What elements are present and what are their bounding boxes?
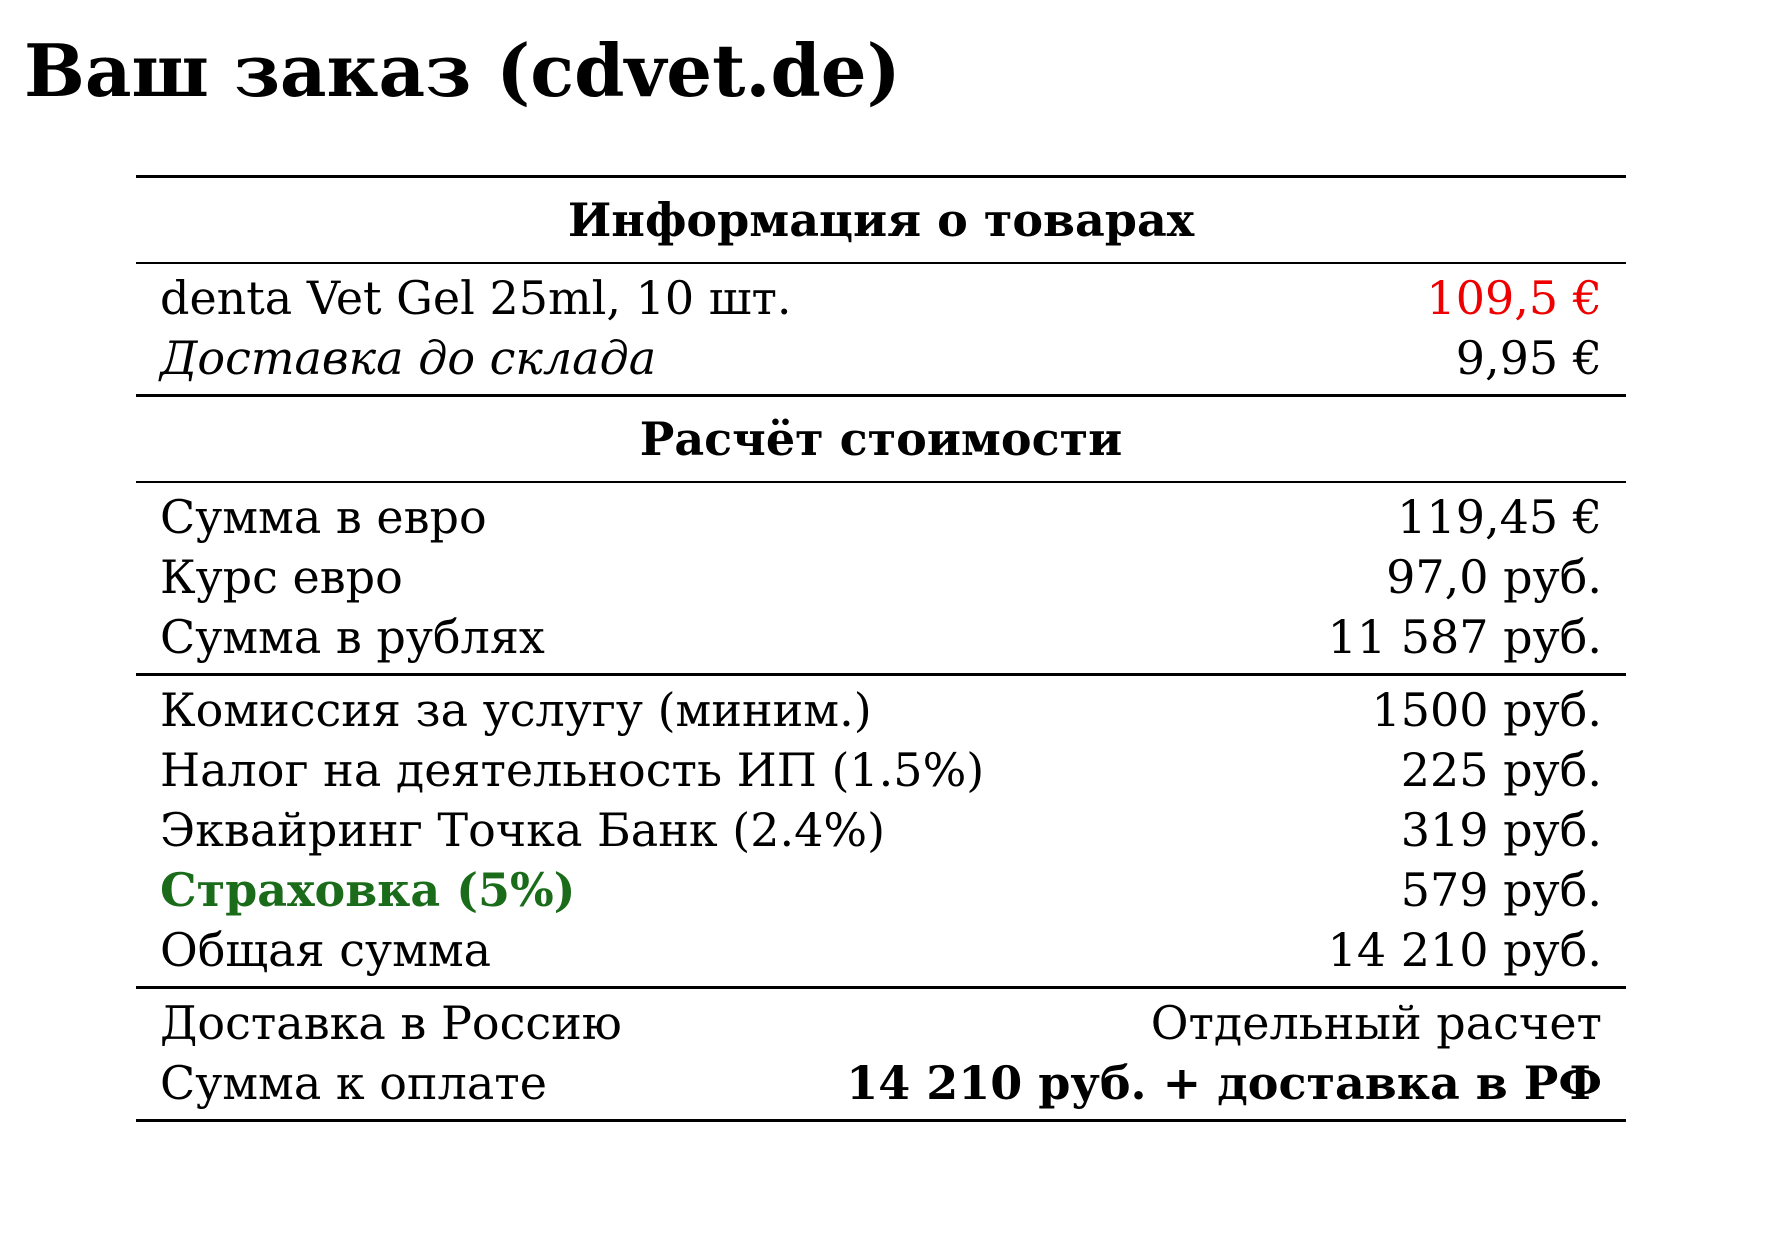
acquiring-row: Эквайринг Точка Банк (2.4%) 319 руб. xyxy=(136,800,1626,860)
section-divider xyxy=(136,262,1626,264)
sum-eur-label: Сумма в евро xyxy=(160,490,487,544)
conversion-group: Сумма в евро 119,45 € Курс евро 97,0 руб… xyxy=(136,483,1626,673)
page-title: Ваш заказ (cdvet.de) xyxy=(24,28,901,113)
payment-group: Доставка в Россию Отдельный расчет Сумма… xyxy=(136,989,1626,1119)
russia-shipping-value: Отдельный расчет xyxy=(1150,996,1602,1050)
order-summary-table: Информация о товарах denta Vet Gel 25ml,… xyxy=(136,175,1626,1122)
table-bottom-rule xyxy=(136,1119,1626,1122)
service-fee-value: 1500 руб. xyxy=(1371,683,1602,737)
insurance-row: Страховка (5%) 579 руб. xyxy=(136,860,1626,920)
amount-due-label: Сумма к оплате xyxy=(160,1056,547,1110)
total-value: 14 210 руб. xyxy=(1327,923,1602,977)
fees-group: Комиссия за услугу (миним.) 1500 руб. На… xyxy=(136,676,1626,986)
eur-rate-value: 97,0 руб. xyxy=(1386,550,1602,604)
section-divider xyxy=(136,986,1626,989)
calculation-section-header: Расчёт стоимости xyxy=(639,412,1123,466)
table-top-rule xyxy=(136,175,1626,178)
service-fee-label: Комиссия за услугу (миним.) xyxy=(160,683,872,737)
product-name: denta Vet Gel 25ml, 10 шт. xyxy=(160,271,792,325)
warehouse-shipping-value: 9,95 € xyxy=(1455,331,1602,385)
eur-rate-row: Курс евро 97,0 руб. xyxy=(136,547,1626,607)
eur-rate-label: Курс евро xyxy=(160,550,403,604)
sum-eur-value: 119,45 € xyxy=(1397,490,1602,544)
section-divider xyxy=(136,394,1626,397)
tax-label: Налог на деятельность ИП (1.5%) xyxy=(160,743,985,797)
product-row: denta Vet Gel 25ml, 10 шт. 109,5 € xyxy=(136,268,1626,328)
products-section-header: Информация о товарах xyxy=(567,193,1195,247)
total-label: Общая сумма xyxy=(160,923,492,977)
sum-rub-value: 11 587 руб. xyxy=(1327,610,1602,664)
section-divider xyxy=(136,481,1626,483)
insurance-label: Страховка (5%) xyxy=(160,863,576,917)
section-divider xyxy=(136,673,1626,676)
amount-due-value: 14 210 руб. + доставка в РФ xyxy=(846,1056,1602,1110)
amount-due-row: Сумма к оплате 14 210 руб. + доставка в … xyxy=(136,1053,1626,1113)
insurance-value: 579 руб. xyxy=(1400,863,1602,917)
tax-row: Налог на деятельность ИП (1.5%) 225 руб. xyxy=(136,740,1626,800)
product-price: 109,5 € xyxy=(1426,271,1602,325)
sum-eur-row: Сумма в евро 119,45 € xyxy=(136,487,1626,547)
service-fee-row: Комиссия за услугу (миним.) 1500 руб. xyxy=(136,680,1626,740)
total-row: Общая сумма 14 210 руб. xyxy=(136,920,1626,980)
sum-rub-row: Сумма в рублях 11 587 руб. xyxy=(136,607,1626,667)
tax-value: 225 руб. xyxy=(1400,743,1602,797)
sum-rub-label: Сумма в рублях xyxy=(160,610,545,664)
acquiring-label: Эквайринг Точка Банк (2.4%) xyxy=(160,803,886,857)
products-group: denta Vet Gel 25ml, 10 шт. 109,5 € Доста… xyxy=(136,264,1626,394)
acquiring-value: 319 руб. xyxy=(1400,803,1602,857)
warehouse-shipping-label: Доставка до склада xyxy=(160,331,657,385)
warehouse-shipping-row: Доставка до склада 9,95 € xyxy=(136,328,1626,388)
russia-shipping-label: Доставка в Россию xyxy=(160,996,622,1050)
russia-shipping-row: Доставка в Россию Отдельный расчет xyxy=(136,993,1626,1053)
